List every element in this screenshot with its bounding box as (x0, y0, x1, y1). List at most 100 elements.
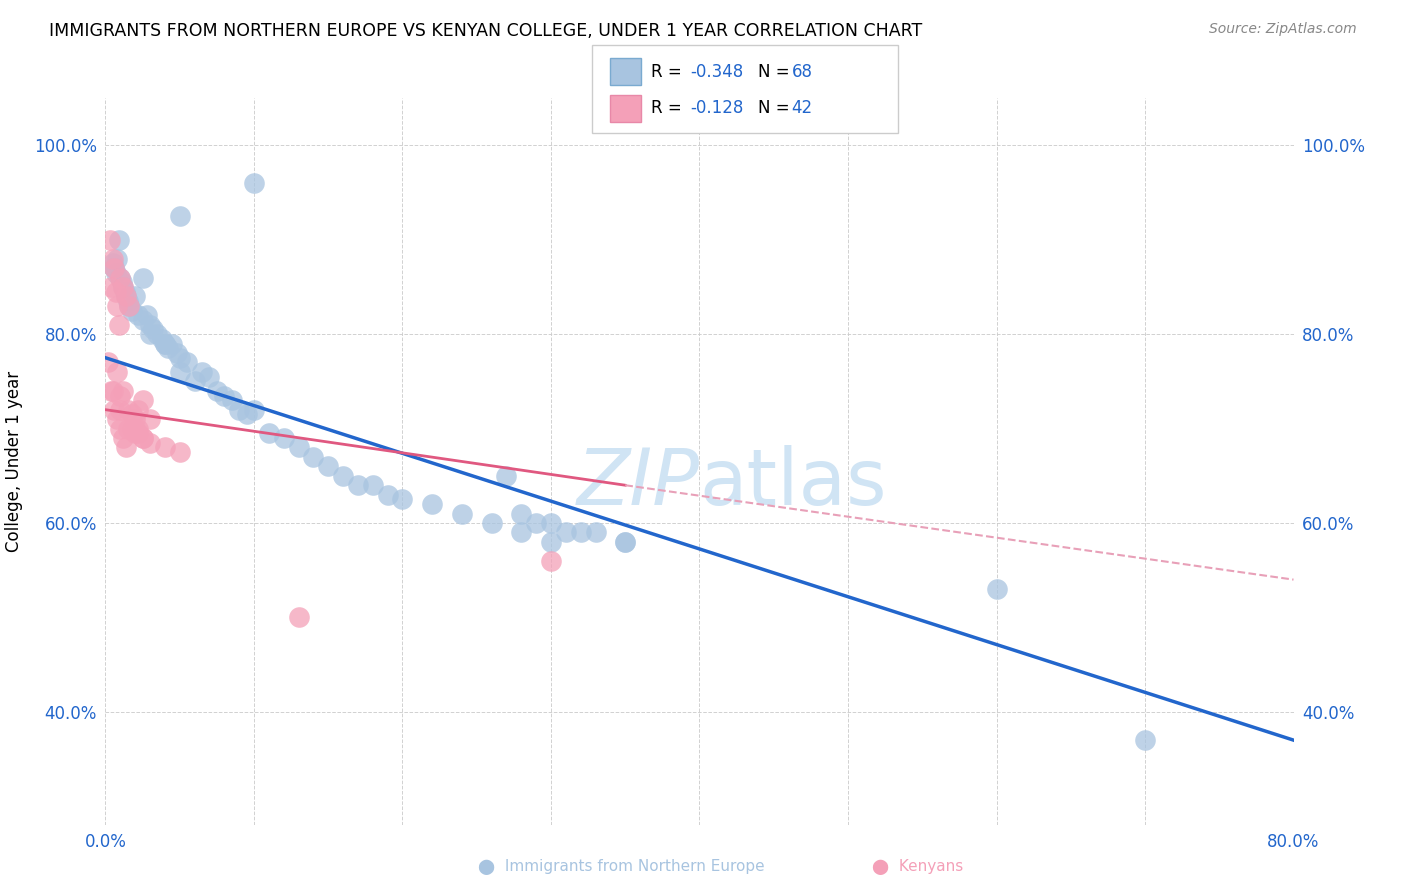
Point (214, 388, 236, 402)
Point (103, 402, 125, 417)
Point (115, 289, 138, 303)
Point (585, 525, 607, 540)
Point (101, 384, 124, 398)
Point (117, 421, 139, 435)
Point (136, 308, 159, 322)
Point (139, 412, 162, 426)
Text: IMMIGRANTS FROM NORTHERN EUROPE VS KENYAN COLLEGE, UNDER 1 YEAR CORRELATION CHAR: IMMIGRANTS FROM NORTHERN EUROPE VS KENYA… (49, 22, 922, 40)
Point (124, 426, 146, 441)
Point (98, 233, 121, 247)
Text: ZIP: ZIP (576, 445, 700, 522)
Text: 68: 68 (792, 62, 813, 80)
Text: Source: ZipAtlas.com: Source: ZipAtlas.com (1209, 22, 1357, 37)
Point (108, 318, 131, 332)
Point (112, 431, 135, 445)
Point (124, 412, 146, 426)
Point (114, 285, 136, 299)
Point (153, 441, 176, 455)
Point (103, 261, 125, 276)
Text: R =: R = (651, 100, 688, 118)
Point (273, 431, 295, 445)
Point (131, 270, 153, 285)
Point (127, 402, 149, 417)
Text: -0.348: -0.348 (690, 62, 744, 80)
Point (112, 280, 135, 294)
Point (198, 369, 221, 384)
Point (287, 441, 309, 455)
Point (100, 384, 122, 398)
Point (105, 252, 128, 266)
Point (302, 450, 325, 464)
Point (111, 275, 134, 289)
Point (150, 332, 173, 346)
Point (191, 365, 214, 379)
Point (481, 516, 503, 530)
Point (361, 478, 384, 492)
Point (153, 336, 176, 351)
Point (614, 534, 637, 549)
Point (112, 280, 135, 294)
Point (1133, 733, 1156, 747)
Text: -0.128: -0.128 (690, 100, 744, 118)
Y-axis label: College, Under 1 year: College, Under 1 year (6, 371, 22, 552)
Point (97, 355, 120, 369)
Point (121, 421, 143, 435)
Point (118, 299, 141, 313)
Point (100, 280, 122, 294)
Point (183, 375, 205, 389)
Point (169, 351, 191, 365)
Point (347, 478, 370, 492)
Point (162, 336, 184, 351)
Point (110, 402, 132, 417)
Point (142, 322, 165, 336)
Point (614, 534, 637, 549)
Text: R =: R = (651, 62, 688, 80)
Point (101, 252, 124, 266)
Point (108, 233, 131, 247)
Point (127, 426, 149, 441)
Point (235, 408, 257, 422)
Point (131, 313, 153, 327)
Point (316, 459, 339, 474)
Text: ⬤  Kenyans: ⬤ Kenyans (872, 859, 963, 875)
Text: N =: N = (758, 62, 794, 80)
Point (139, 435, 162, 450)
Point (115, 289, 138, 303)
Point (104, 266, 127, 280)
Point (124, 289, 146, 303)
Point (495, 468, 517, 483)
Point (105, 365, 128, 379)
Point (103, 261, 125, 276)
Point (117, 294, 139, 309)
Point (110, 270, 132, 285)
Point (166, 346, 188, 360)
Point (156, 341, 179, 355)
Point (169, 445, 191, 459)
Point (510, 525, 533, 540)
Point (110, 421, 132, 435)
Text: atlas: atlas (700, 445, 887, 522)
Point (105, 299, 128, 313)
Point (257, 426, 280, 441)
Point (124, 421, 146, 435)
Point (105, 412, 128, 426)
Point (243, 176, 266, 190)
Point (540, 534, 562, 549)
Point (131, 431, 153, 445)
Point (110, 388, 132, 402)
Point (176, 355, 198, 369)
Point (540, 516, 562, 530)
Point (391, 492, 413, 507)
Point (101, 256, 124, 270)
Point (146, 327, 169, 342)
Point (110, 270, 132, 285)
Point (127, 308, 149, 322)
Point (243, 402, 266, 417)
Point (540, 554, 562, 568)
Point (118, 299, 141, 313)
Point (228, 402, 250, 417)
Text: N =: N = (758, 100, 794, 118)
Point (169, 209, 191, 223)
Point (569, 525, 592, 540)
Point (104, 285, 127, 299)
